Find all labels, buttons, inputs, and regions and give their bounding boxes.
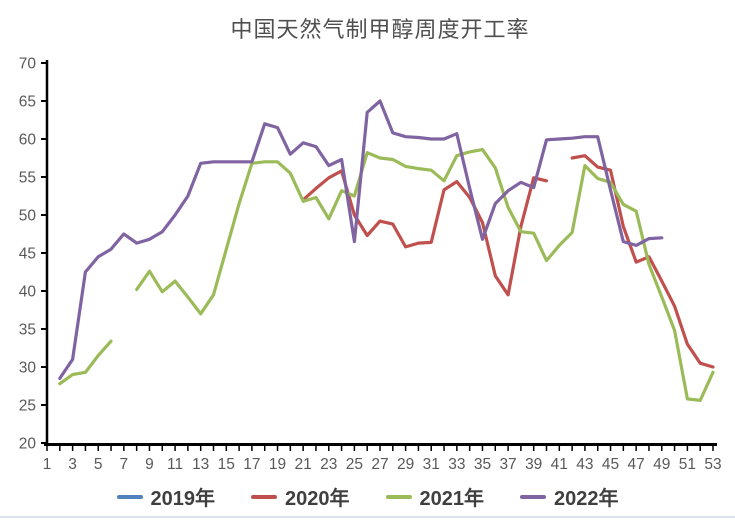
legend-line-marker bbox=[251, 494, 277, 499]
x-tick-label: 19 bbox=[269, 456, 286, 473]
x-tick-label: 15 bbox=[218, 456, 235, 473]
legend-label: 2020年 bbox=[285, 488, 350, 510]
legend-line-marker bbox=[116, 494, 143, 499]
x-tick-label: 17 bbox=[243, 456, 260, 473]
x-tick-label: 21 bbox=[295, 456, 312, 473]
series-line-2022年 bbox=[58, 99, 664, 380]
legend-item-2020年: 2020年 bbox=[251, 482, 350, 511]
chart-title: 中国天然气制甲醇周度开工率 bbox=[230, 17, 530, 42]
legend-item-2019年: 2019年 bbox=[116, 482, 216, 511]
x-tick-label: 51 bbox=[679, 456, 696, 473]
bottom-divider bbox=[0, 516, 735, 518]
legend-label: 2022年 bbox=[554, 488, 619, 510]
y-tick-label: 30 bbox=[19, 360, 37, 377]
x-tick-label: 41 bbox=[551, 456, 568, 473]
y-tick-label: 20 bbox=[19, 436, 37, 453]
legend-line-marker bbox=[385, 494, 412, 499]
x-tick-label: 5 bbox=[94, 456, 103, 473]
x-tick-label: 23 bbox=[320, 456, 337, 473]
legend-label: 2019年 bbox=[150, 488, 216, 510]
y-tick-label: 60 bbox=[19, 132, 37, 149]
y-tick-label: 65 bbox=[19, 94, 36, 111]
x-tick-label: 9 bbox=[145, 456, 154, 473]
x-tick-label: 49 bbox=[653, 456, 670, 473]
y-tick-label: 70 bbox=[19, 56, 37, 73]
x-tick-label: 47 bbox=[628, 456, 645, 473]
x-tick-label: 1 bbox=[43, 456, 52, 473]
x-tick-label: 45 bbox=[602, 456, 619, 473]
y-tick-label: 25 bbox=[19, 398, 36, 415]
x-tick-label: 39 bbox=[525, 456, 542, 473]
chart-legend: 2019年 2020年 2021年 2022年 bbox=[0, 482, 735, 511]
legend-item-2021年: 2021年 bbox=[385, 482, 485, 511]
x-tick-label: 25 bbox=[346, 456, 363, 473]
x-tick-label: 7 bbox=[120, 456, 129, 473]
x-tick-label: 11 bbox=[167, 456, 183, 473]
legend-label: 2021年 bbox=[419, 488, 485, 510]
x-tick-label: 13 bbox=[192, 456, 209, 473]
series-line-2020年 bbox=[570, 154, 715, 369]
y-tick-label: 50 bbox=[19, 208, 37, 225]
x-tick-label: 35 bbox=[474, 456, 491, 473]
series-line-2021年 bbox=[58, 339, 113, 386]
x-tick-label: 37 bbox=[499, 456, 516, 473]
legend-line-marker bbox=[520, 494, 546, 499]
x-tick-label: 33 bbox=[448, 456, 465, 473]
legend-item-2022年: 2022年 bbox=[520, 482, 619, 511]
x-tick-label: 53 bbox=[704, 456, 721, 473]
series-line-2021年 bbox=[135, 148, 715, 402]
x-tick-label: 27 bbox=[371, 456, 388, 473]
x-tick-label: 3 bbox=[68, 456, 77, 473]
y-tick-label: 45 bbox=[19, 246, 36, 263]
y-tick-label: 40 bbox=[19, 284, 37, 301]
x-tick-label: 43 bbox=[576, 456, 593, 473]
y-tick-label: 55 bbox=[19, 170, 36, 187]
x-tick-label: 31 bbox=[423, 456, 440, 473]
x-tick-label: 29 bbox=[397, 456, 414, 473]
y-tick-label: 35 bbox=[19, 322, 36, 339]
